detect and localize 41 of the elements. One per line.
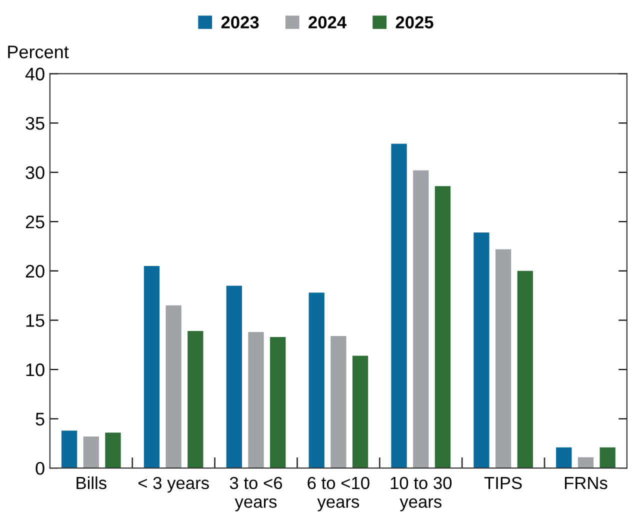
y-tick-label: 5: [36, 412, 44, 426]
y-tick-label: 35: [26, 116, 44, 130]
y-tick-label: 30: [26, 166, 44, 180]
bar: [144, 266, 160, 468]
bar: [495, 249, 512, 468]
y-tick-label: 0: [36, 462, 44, 475]
bar: [391, 144, 407, 468]
x-tick-label: < 3 years: [138, 476, 209, 493]
bar: [434, 186, 451, 468]
y-tick-label: 15: [26, 314, 44, 327]
bar: [105, 432, 121, 468]
bar: [226, 286, 242, 468]
bar: [474, 232, 490, 468]
y-axis-title: Percent: [8, 46, 69, 58]
y-tick-label: 20: [26, 264, 44, 278]
x-tick-label: 3 to <6 years: [230, 476, 282, 512]
bar: [308, 292, 324, 468]
legend-label: 2024: [308, 16, 347, 28]
bar: [61, 430, 78, 468]
x-tick-label: Bills: [76, 476, 106, 490]
bar: [600, 447, 616, 468]
y-tick-label: 25: [26, 216, 44, 228]
bar: [352, 356, 368, 468]
legend-label: 2025: [396, 16, 434, 28]
bar: [413, 170, 429, 468]
bar: [188, 331, 204, 468]
y-tick-label: 10: [26, 363, 44, 376]
bar: [248, 332, 264, 468]
bar: [517, 270, 533, 468]
bar: [556, 447, 572, 468]
x-tick-label: TIPS: [484, 476, 522, 490]
bar: [578, 457, 594, 468]
bar: [330, 336, 346, 468]
bar: [270, 336, 286, 468]
legend-label: 2023: [221, 16, 259, 28]
x-tick-label: 10 to 30 years: [390, 476, 452, 512]
x-tick-label: FRNs: [564, 477, 608, 490]
x-tick-label: 6 to <10 years: [308, 476, 370, 512]
bar: [166, 305, 182, 468]
y-tick-label: 40: [25, 68, 44, 80]
bar: [83, 436, 99, 468]
